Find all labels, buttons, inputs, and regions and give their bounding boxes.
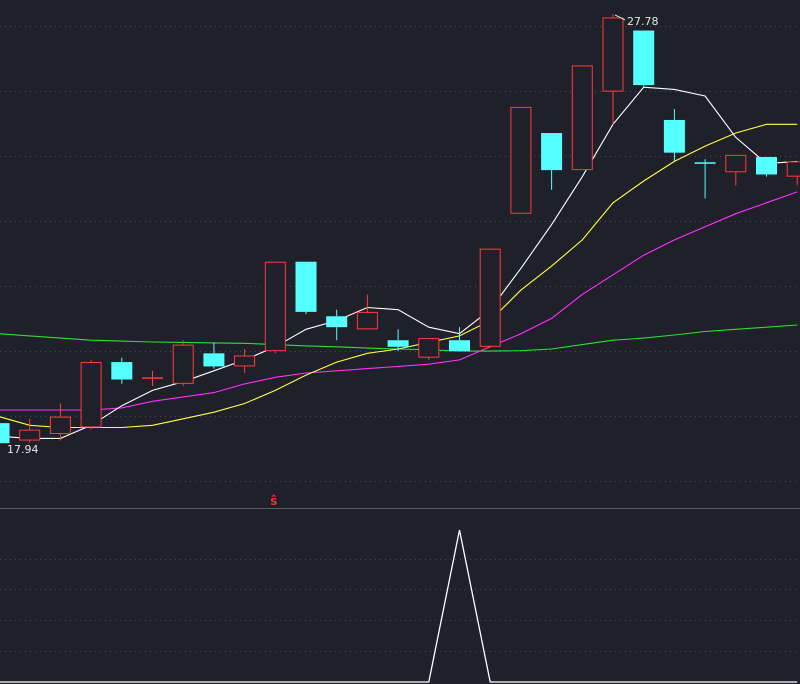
candle-body xyxy=(0,423,10,444)
ma-mid-line xyxy=(0,123,798,429)
candle-body xyxy=(203,353,225,367)
candle-body xyxy=(80,362,102,428)
candle-up xyxy=(725,154,747,186)
candle-up xyxy=(418,338,440,360)
candle-body xyxy=(756,157,777,175)
signal-marker: ŝ xyxy=(270,494,277,508)
candle-body xyxy=(663,119,685,153)
candle-up xyxy=(356,294,378,330)
candle-up xyxy=(602,13,624,125)
candle-down xyxy=(0,423,10,444)
candle-body xyxy=(786,161,800,177)
candle-up xyxy=(479,248,501,347)
candle-up xyxy=(786,161,800,186)
price-labels: 27.78 17.94 ŝ xyxy=(7,14,659,508)
candle-down xyxy=(633,30,655,88)
candle-down xyxy=(449,327,470,352)
candle-body xyxy=(264,261,286,352)
candle-body xyxy=(387,340,409,347)
candle-body xyxy=(449,340,470,352)
candle-down xyxy=(541,133,563,190)
ma-fast-line xyxy=(0,86,798,439)
candle-body xyxy=(234,355,256,367)
max-price-label: 27.78 xyxy=(627,15,659,28)
candle-up xyxy=(142,370,163,387)
candle-down xyxy=(663,109,685,162)
candle-body xyxy=(172,344,194,384)
candlesticks xyxy=(0,13,800,444)
candle-body xyxy=(541,133,563,171)
candle-down xyxy=(295,261,317,315)
candle-down xyxy=(203,342,225,369)
candle-body xyxy=(418,338,440,358)
candle-up xyxy=(80,359,102,430)
candle-body xyxy=(326,316,348,328)
candle-body xyxy=(571,65,593,171)
candle-body xyxy=(602,17,624,92)
candle-body xyxy=(479,248,501,347)
candle-body xyxy=(510,106,532,214)
candle-down xyxy=(111,357,133,384)
price-grid xyxy=(0,26,800,652)
candle-down xyxy=(387,329,409,352)
indicator-line xyxy=(0,529,798,683)
candle-up xyxy=(264,261,286,354)
candle-body xyxy=(295,261,317,312)
candle-body xyxy=(633,30,655,86)
max-price-pointer xyxy=(614,14,626,21)
candle-body xyxy=(111,362,133,380)
candle-body xyxy=(49,416,71,435)
candle-up xyxy=(510,106,532,214)
candle-down xyxy=(326,309,348,341)
candle-down xyxy=(694,159,716,199)
candle-body xyxy=(356,311,378,330)
candle-body xyxy=(19,429,41,441)
min-price-label: 17.94 xyxy=(7,443,39,456)
candle-body xyxy=(694,162,716,164)
candle-up xyxy=(19,418,41,443)
candle-up xyxy=(172,340,194,387)
candle-up xyxy=(234,348,256,373)
indicator-panel xyxy=(0,529,798,683)
candle-up xyxy=(49,403,71,441)
candle-up xyxy=(571,65,593,171)
candle-body xyxy=(725,154,747,173)
candle-body xyxy=(142,377,163,379)
candle-down xyxy=(756,157,777,177)
ma-slow-line xyxy=(0,191,798,411)
